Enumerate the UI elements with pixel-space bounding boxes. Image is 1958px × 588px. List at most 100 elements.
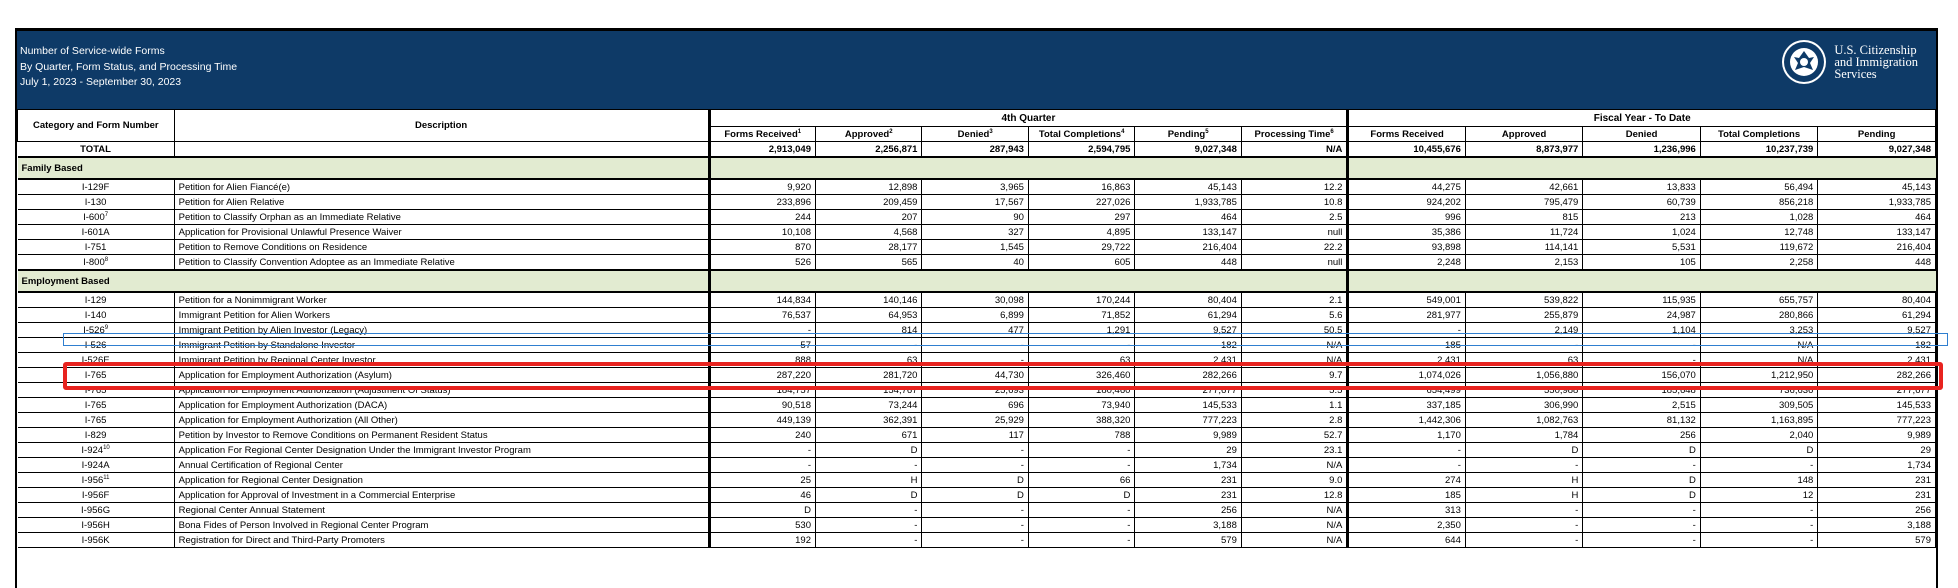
section-blank-cell — [1028, 156, 1135, 180]
value-cell: 2,256,871 — [815, 141, 923, 158]
category-header: Category and Form Number — [17, 109, 175, 142]
value-cell: 449,139 — [707, 412, 816, 428]
section-blank-cell — [815, 156, 922, 180]
report-banner: Number of Service-wide Forms By Quarter,… — [17, 31, 1936, 109]
table-header: Category and Form Number Description 4th… — [17, 109, 1936, 142]
value-cell: D — [1465, 442, 1584, 458]
value-cell: 61,294 — [1134, 307, 1242, 323]
value-cell: 654,499 — [1347, 382, 1466, 398]
value-cell: - — [707, 457, 816, 473]
value-cell: 63 — [1028, 352, 1136, 368]
section-blank-cell — [921, 156, 1029, 180]
form-number-cell: TOTAL — [17, 141, 175, 158]
table-row: I-6007 Petition to Classify Orphan as an … — [17, 209, 1936, 225]
value-cell: 185 — [1347, 337, 1466, 353]
value-cell: 12,748 — [1700, 224, 1819, 240]
value-cell: 530 — [707, 517, 816, 533]
agency-line: and Immigration — [1834, 55, 1918, 69]
value-cell: 287,943 — [921, 141, 1029, 158]
section-header-row: Employment Based — [17, 269, 1936, 293]
report-subtitle: By Quarter, Form Status, and Processing … — [20, 60, 238, 73]
value-cell: 16,863 — [1028, 179, 1136, 195]
value-cell: 216,404 — [1817, 239, 1936, 255]
value-cell: null — [1241, 254, 1350, 271]
description-cell: Petition for Alien Relative — [174, 194, 710, 210]
value-cell: 114,141 — [1465, 239, 1584, 255]
value-cell: 856,218 — [1700, 194, 1819, 210]
value-cell: 182 — [1817, 337, 1936, 353]
section-blank-cell — [707, 269, 816, 293]
value-cell: 256 — [1582, 427, 1701, 443]
table-row: I-829 Petition by Investor to Remove Cond… — [17, 427, 1936, 443]
section-blank-cell — [1465, 156, 1583, 180]
value-cell: - — [1465, 532, 1584, 548]
quarter-column-header: Approved2 — [814, 126, 923, 142]
section-blank-cell — [1241, 156, 1350, 180]
value-cell: 282,266 — [1134, 367, 1242, 383]
value-cell: 2,431 — [1347, 352, 1466, 368]
value-cell: 255,879 — [1465, 307, 1584, 323]
agency-line: U.S. Citizenship — [1834, 43, 1917, 57]
value-cell: 549,001 — [1347, 292, 1466, 308]
value-cell: 814 — [815, 322, 923, 338]
table-body: TOTAL 2,913,049 2,256,871 287,943 2,594,795 9… — [17, 141, 1936, 548]
value-cell: - — [1700, 457, 1819, 473]
value-cell: - — [921, 502, 1029, 518]
section-blank-cell — [815, 269, 922, 293]
value-cell: 3,253 — [1700, 322, 1819, 338]
value-cell: 870 — [707, 239, 816, 255]
table-row: I-129F Petition for Alien Fiancé(e) 9,920 1… — [17, 179, 1936, 195]
value-cell: 605 — [1028, 254, 1136, 271]
value-cell: 115,935 — [1582, 292, 1701, 308]
description-cell: Application for Provisional Unlawful Pre… — [174, 224, 710, 240]
uscis-logo: U.S. Citizenship and Immigration Service… — [1781, 39, 1918, 85]
value-cell: 180,460 — [1028, 382, 1136, 398]
value-cell: 9,920 — [707, 179, 816, 195]
value-cell: 182 — [1134, 337, 1242, 353]
value-cell: 216,404 — [1134, 239, 1242, 255]
description-cell: Immigrant Petition by Regional Center In… — [174, 352, 710, 368]
description-cell: Bona Fides of Person Involved in Regiona… — [174, 517, 710, 533]
value-cell: 29 — [1134, 442, 1242, 458]
value-cell: 80,404 — [1134, 292, 1242, 308]
value-cell: 1,056,880 — [1465, 367, 1584, 383]
table-row: I-526E Immigrant Petition by Regional Cen… — [17, 352, 1936, 368]
value-cell: H — [1465, 487, 1584, 503]
value-cell: 231 — [1134, 487, 1242, 503]
value-cell: 42,661 — [1465, 179, 1584, 195]
value-cell: 133,147 — [1134, 224, 1242, 240]
section-blank-cell — [1134, 156, 1242, 180]
report-title-block: Number of Service-wide Forms By Quarter,… — [20, 44, 237, 91]
value-cell: 60,739 — [1582, 194, 1701, 210]
value-cell: - — [1582, 352, 1701, 368]
table-row: I-5269 Immigrant Petition by Alien Invest… — [17, 322, 1936, 338]
value-cell: - — [1465, 337, 1584, 353]
value-cell: 448 — [1134, 254, 1242, 271]
value-cell: 777,223 — [1134, 412, 1242, 428]
report-title: Number of Service-wide Forms — [20, 45, 165, 57]
value-cell: - — [1582, 457, 1701, 473]
value-cell: 233,896 — [707, 194, 816, 210]
form-number-cell: I-956H — [17, 517, 175, 533]
form-number-cell: I-956K — [17, 532, 175, 548]
value-cell: 56,494 — [1700, 179, 1819, 195]
value-cell: 22.2 — [1241, 239, 1350, 255]
value-cell: - — [1028, 532, 1136, 548]
value-cell: 1,784 — [1465, 427, 1584, 443]
form-number-cell: I-765 — [17, 367, 175, 383]
value-cell: - — [921, 457, 1029, 473]
value-cell: D — [1028, 487, 1136, 503]
form-number-cell: I-526E — [17, 352, 175, 368]
value-cell: 327 — [921, 224, 1029, 240]
value-cell: 13,833 — [1582, 179, 1701, 195]
value-cell: 12,898 — [815, 179, 923, 195]
value-cell: 282,266 — [1817, 367, 1936, 383]
section-blank-cell — [1700, 156, 1818, 180]
agency-name: U.S. Citizenship and Immigration Service… — [1834, 43, 1918, 81]
value-cell: 24,987 — [1582, 307, 1701, 323]
value-cell: H — [815, 472, 923, 488]
value-cell: 6,899 — [921, 307, 1029, 323]
value-cell: 1,028 — [1700, 209, 1819, 225]
value-cell: 2,258 — [1700, 254, 1819, 271]
value-cell: N/A — [1241, 517, 1350, 533]
